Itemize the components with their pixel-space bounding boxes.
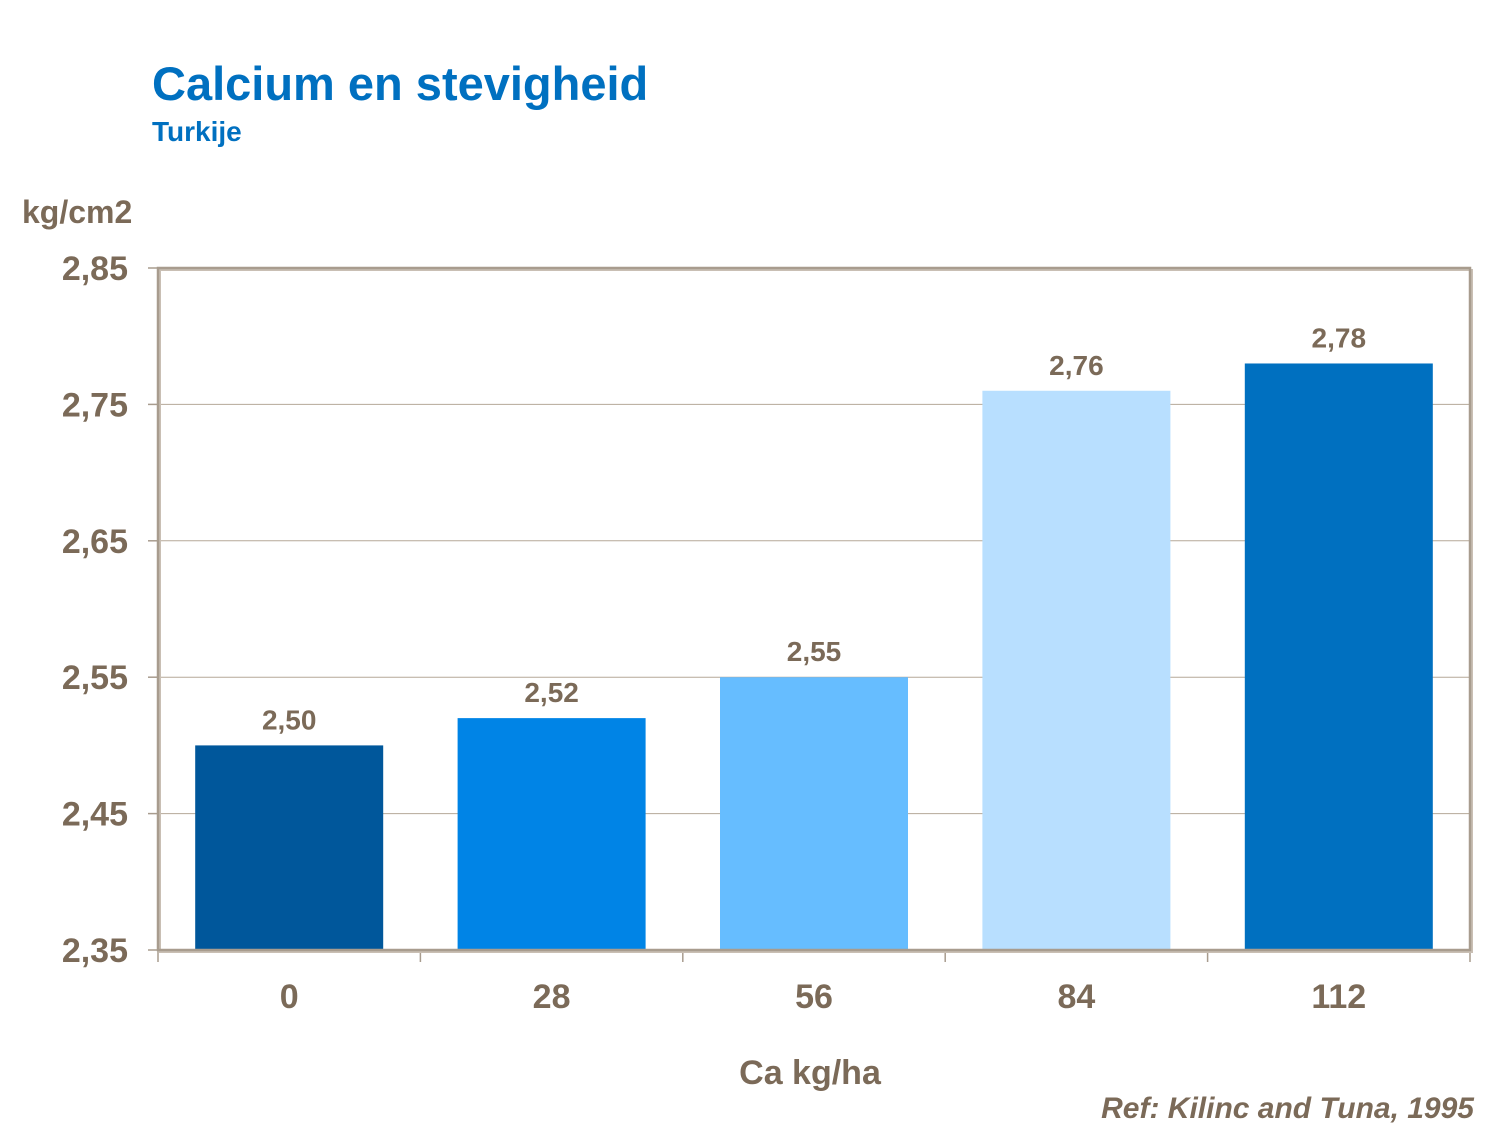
x-tick-label: 56	[795, 978, 833, 1016]
bar	[195, 745, 384, 950]
data-label: 2,76	[1049, 350, 1104, 381]
bar	[720, 677, 908, 950]
y-tick-label: 2,85	[62, 250, 128, 288]
x-tick-label: 0	[280, 978, 299, 1016]
chart-subtitle: Turkije	[152, 116, 242, 147]
x-axis-label: Ca kg/ha	[739, 1054, 881, 1092]
x-tick-label: 112	[1311, 978, 1366, 1016]
data-label: 2,55	[787, 636, 842, 667]
plot-border	[156, 266, 1472, 952]
y-tick-label: 2,55	[62, 659, 128, 697]
plot-border-shadow	[159, 269, 1473, 953]
chart-title: Calcium en stevigheid	[152, 57, 649, 110]
data-label: 2,52	[524, 677, 579, 708]
y-axis-label: kg/cm2	[22, 194, 133, 230]
data-label: 2,78	[1312, 322, 1367, 353]
x-tick-label: 28	[533, 978, 571, 1016]
y-tick-label: 2,65	[62, 523, 128, 561]
y-tick-label: 2,75	[62, 386, 128, 424]
bar	[457, 718, 646, 950]
bar	[1244, 363, 1433, 951]
bar	[982, 390, 1171, 950]
x-tick-label: 84	[1057, 978, 1095, 1016]
reference-note: Ref: Kilinc and Tuna, 1995	[1101, 1092, 1474, 1125]
y-tick-label: 2,35	[62, 932, 128, 970]
y-tick-label: 2,45	[62, 796, 128, 834]
data-label: 2,50	[262, 704, 317, 735]
